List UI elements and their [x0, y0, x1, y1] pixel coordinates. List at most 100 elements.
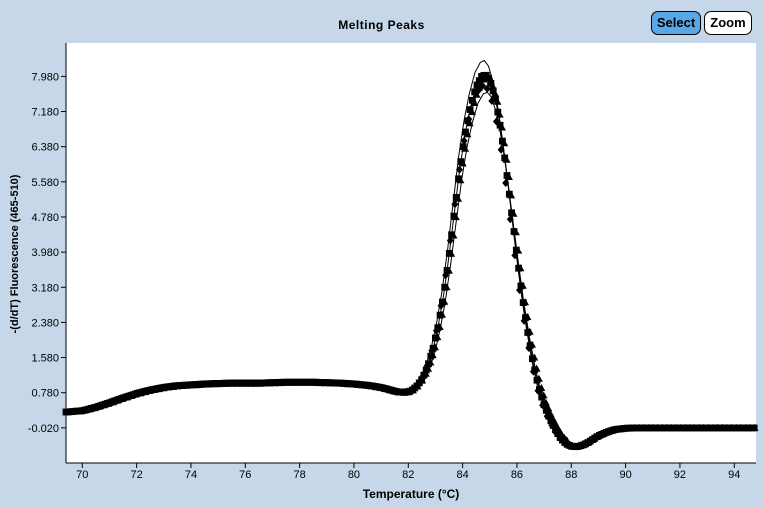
x-tick-label: 84	[456, 469, 468, 481]
data-point-diamond	[506, 215, 514, 224]
data-point-square	[452, 194, 460, 201]
data-point-diamond	[511, 251, 519, 260]
chart-title: Melting Peaks	[338, 18, 425, 32]
data-point-diamond	[456, 165, 463, 174]
data-point-diamond	[479, 81, 487, 90]
data-point-triangle	[544, 404, 553, 412]
x-tick-label: 92	[674, 469, 686, 481]
data-point-square	[448, 231, 455, 239]
data-point-triangle	[491, 89, 500, 97]
data-point-triangle	[525, 327, 534, 335]
x-tick-label: 88	[565, 469, 577, 481]
y-tick-label: 3.180	[31, 282, 59, 294]
data-point-triangle	[465, 119, 474, 127]
y-axis-label: -(d/dT) Fluorescence (465-510)	[9, 174, 21, 334]
x-tick-label: 70	[76, 469, 88, 481]
data-point-square	[510, 228, 518, 235]
select-button[interactable]: Select	[651, 11, 701, 35]
data-point-square	[496, 121, 504, 129]
zoom-button[interactable]: Zoom	[704, 11, 752, 35]
data-point-triangle	[507, 191, 516, 199]
data-point-triangle	[504, 173, 513, 180]
data-point-diamond	[502, 179, 510, 187]
data-point-triangle	[461, 144, 470, 152]
y-tick-label: 3.980	[31, 247, 59, 259]
data-point-square	[475, 77, 483, 85]
data-point-diamond	[437, 301, 445, 310]
data-point-triangle	[500, 139, 509, 147]
data-point-triangle	[442, 283, 451, 291]
data-point-square	[473, 81, 481, 89]
data-point-diamond	[446, 236, 454, 245]
x-tick-label: 74	[185, 469, 197, 481]
data-point-triangle	[498, 123, 506, 131]
data-point-square	[487, 80, 495, 87]
x-tick-label: 82	[402, 469, 414, 481]
data-point-diamond	[460, 136, 468, 145]
data-point-diamond	[497, 145, 505, 154]
data-point-square	[485, 74, 492, 82]
data-point-triangle	[521, 298, 530, 306]
data-point-diamond	[516, 286, 523, 295]
data-point-triangle	[438, 310, 446, 318]
data-point-diamond	[419, 372, 426, 381]
y-tick-label: 4.780	[31, 212, 59, 224]
data-point-triangle	[502, 155, 511, 163]
data-point-diamond	[465, 115, 473, 124]
x-tick-label: 94	[728, 469, 740, 481]
data-point-square	[492, 95, 499, 103]
data-point-square	[501, 154, 509, 162]
data-point-triangle	[539, 391, 548, 399]
data-point-triangle	[449, 231, 458, 239]
data-point-diamond	[442, 271, 450, 280]
y-tick-label: 2.380	[31, 317, 59, 329]
data-point-diamond	[428, 346, 436, 355]
data-point-square	[494, 108, 502, 116]
data-point-triangle	[440, 297, 449, 305]
data-point-triangle	[523, 313, 532, 320]
data-point-square	[459, 143, 467, 151]
data-point-triangle	[472, 90, 481, 98]
y-tick-label: -0.020	[28, 423, 59, 435]
x-tick-label: 90	[619, 469, 631, 481]
data-point-square	[503, 172, 511, 179]
plot-area[interactable]	[66, 43, 756, 463]
y-tick-label: 7.180	[31, 107, 59, 119]
data-point-diamond	[469, 98, 477, 106]
data-point-square	[466, 106, 474, 113]
data-point-triangle	[509, 209, 518, 217]
data-point-triangle	[444, 266, 453, 274]
y-tick-label: 5.580	[31, 177, 59, 189]
data-point-square	[471, 88, 479, 96]
data-point-triangle	[428, 351, 437, 359]
data-point-square	[489, 87, 497, 95]
data-point-diamond	[451, 200, 459, 209]
data-point-triangle	[447, 249, 456, 257]
data-point-diamond	[423, 361, 431, 370]
x-tick-label: 78	[293, 469, 305, 481]
data-point-square	[499, 137, 506, 145]
data-point-triangle	[534, 374, 543, 382]
data-point-square	[508, 209, 515, 217]
data-point-diamond	[529, 367, 537, 376]
data-point-triangle	[433, 333, 442, 341]
data-point-triangle	[495, 110, 504, 118]
data-point-triangle	[451, 213, 460, 221]
y-tick-label: 6.380	[31, 142, 59, 154]
data-point-square	[462, 128, 469, 136]
data-point-diamond	[474, 87, 482, 96]
data-point-triangle	[468, 108, 476, 116]
data-point-diamond	[432, 326, 440, 335]
data-point-triangle	[454, 194, 463, 202]
y-tick-label: 0.780	[31, 388, 59, 400]
data-point-square	[455, 175, 462, 183]
data-point-square	[450, 212, 458, 220]
data-point-diamond	[520, 316, 528, 325]
data-point-diamond	[525, 344, 533, 352]
data-point-triangle	[530, 353, 539, 361]
x-axis-label: Temperature (°C)	[362, 487, 460, 501]
y-tick-label: 7.980	[31, 71, 59, 83]
data-point-triangle	[463, 130, 472, 138]
data-point-square	[457, 158, 465, 165]
